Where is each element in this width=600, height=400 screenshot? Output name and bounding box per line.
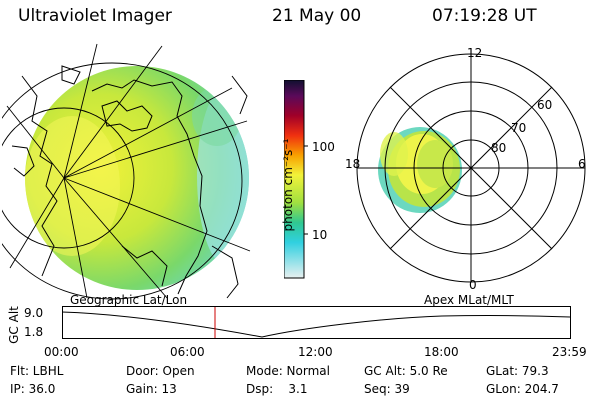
date-label: 21 May 00 xyxy=(272,6,362,26)
colorbar-tick-low: 10 xyxy=(312,228,328,242)
gc-alt-ybottom: 1.8 xyxy=(24,325,44,339)
footer-gc-alt: GC Alt: 5.0 Re xyxy=(364,364,448,378)
coastlines xyxy=(11,65,248,299)
time-tick-2: 12:00 xyxy=(298,345,333,359)
polar-plot xyxy=(356,53,586,283)
gc-alt-ylabel: GC Alt xyxy=(7,306,21,344)
footer-mode: Mode: Normal xyxy=(246,364,330,378)
footer-glat: GLat: 79.3 xyxy=(486,364,549,378)
time-tick-3: 18:00 xyxy=(424,345,459,359)
footer-door: Door: Open xyxy=(126,364,195,378)
mlt-label-0: 0 xyxy=(469,278,477,292)
instrument-title: Ultraviolet Imager xyxy=(18,6,172,26)
time-tick-1: 06:00 xyxy=(170,345,205,359)
mlat-label-80: 80 xyxy=(491,141,507,155)
footer-dsp: Dsp: 3.1 xyxy=(246,382,308,396)
footer-ip: IP: 36.0 xyxy=(10,382,56,396)
footer-flt: Flt: LBHL xyxy=(10,364,64,378)
mlat-grid xyxy=(356,53,586,283)
apex-panel-label: Apex MLat/MLT xyxy=(424,293,514,307)
gc-alt-ytop: 9.0 xyxy=(24,306,44,320)
altitude-strip xyxy=(62,306,571,339)
mlat-label-70: 70 xyxy=(511,121,527,135)
color-bar xyxy=(284,80,308,279)
geographic-image xyxy=(2,43,251,300)
footer-glon: GLon: 204.7 xyxy=(486,382,559,396)
mlt-label-6: 6 xyxy=(578,157,586,171)
geographic-panel-label: Geographic Lat/Lon xyxy=(70,293,188,307)
colorbar-tick-high: 100 xyxy=(312,140,335,154)
mlat-label-60: 60 xyxy=(537,98,553,112)
lat-lon-grid xyxy=(2,43,251,300)
footer-seq: Seq: 39 xyxy=(364,382,410,396)
mlt-label-18: 18 xyxy=(345,157,361,171)
time-tick-4: 23:59 xyxy=(552,345,587,359)
mlt-label-12: 12 xyxy=(467,46,483,60)
colorbar-unit-label: photon cm⁻²s⁻¹ xyxy=(281,138,295,232)
aurora-oval xyxy=(378,127,462,213)
time-tick-0: 00:00 xyxy=(44,345,79,359)
footer-gain: Gain: 13 xyxy=(126,382,177,396)
time-label: 07:19:28 UT xyxy=(432,6,537,26)
